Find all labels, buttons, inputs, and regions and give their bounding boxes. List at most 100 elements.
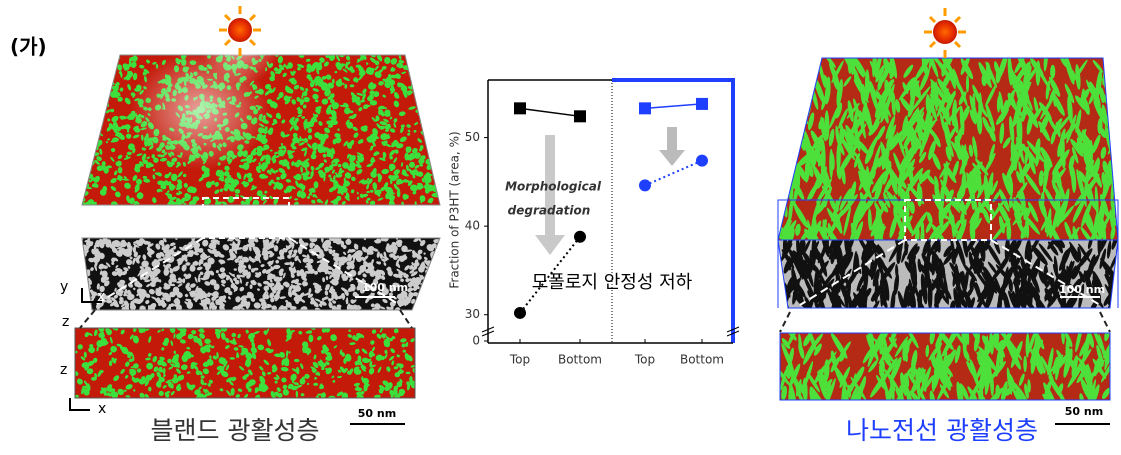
- domain: [429, 297, 437, 303]
- domain: [86, 54, 93, 58]
- domain: [425, 107, 431, 111]
- domain: [425, 69, 432, 76]
- domain: [796, 115, 801, 139]
- domain: [101, 95, 106, 101]
- domain: [784, 172, 789, 187]
- domain: [784, 131, 797, 162]
- domain: [434, 297, 442, 304]
- domain: [430, 266, 437, 271]
- marker: [514, 102, 526, 114]
- domain: [433, 103, 438, 108]
- domain: [90, 150, 93, 153]
- domain: [114, 59, 117, 62]
- y-tick-label: 30: [465, 307, 480, 321]
- domain: [88, 126, 94, 132]
- domain: [91, 152, 95, 157]
- domain: [424, 100, 431, 108]
- domain: [83, 136, 90, 142]
- domain: [301, 116, 305, 119]
- domain: [421, 302, 427, 305]
- domain: [416, 302, 420, 309]
- micrograph: [771, 45, 1121, 255]
- domain: [786, 102, 796, 121]
- domain: [426, 89, 430, 93]
- domain: [88, 77, 97, 86]
- domain: [89, 118, 94, 125]
- series-line: [645, 161, 702, 186]
- domain: [80, 80, 86, 86]
- domain: [438, 169, 445, 175]
- annotation: 모폴로지 안정성 저하: [532, 272, 693, 293]
- scale-label: 50 nm: [1065, 405, 1103, 418]
- domain: [793, 76, 798, 92]
- domain: [936, 288, 941, 304]
- domain: [409, 59, 415, 65]
- domain: [275, 72, 279, 74]
- domain: [424, 126, 430, 133]
- domain: [421, 120, 427, 126]
- domain: [89, 142, 93, 146]
- domain: [437, 308, 439, 311]
- domain: [435, 260, 440, 265]
- domain: [1108, 68, 1114, 100]
- domain: [110, 61, 116, 66]
- domain: [88, 91, 93, 96]
- domain: [87, 306, 90, 309]
- domain: [80, 265, 84, 268]
- domain: [782, 119, 787, 134]
- domain: [425, 107, 429, 112]
- domain: [439, 266, 443, 269]
- domain: [438, 264, 440, 268]
- domain: [428, 294, 436, 302]
- figure-label: (가): [10, 35, 47, 59]
- domain: [773, 91, 786, 117]
- domain: [95, 115, 100, 120]
- domain: [1113, 111, 1121, 132]
- domain: [429, 133, 432, 135]
- domain: [93, 79, 100, 86]
- domain: [79, 134, 83, 139]
- domain: [966, 75, 969, 92]
- domain: [112, 59, 118, 63]
- domain: [794, 99, 806, 124]
- domain: [322, 99, 328, 105]
- x-tick-label: Top: [634, 353, 655, 367]
- domain: [437, 84, 445, 92]
- domain: [93, 140, 98, 145]
- domain: [307, 265, 311, 271]
- marker: [574, 110, 586, 122]
- domain: [78, 146, 84, 150]
- domain: [95, 114, 102, 122]
- micrograph: [72, 324, 419, 402]
- domain: [427, 102, 433, 108]
- axis-letter: x: [98, 401, 106, 417]
- domain: [422, 60, 428, 66]
- marker: [639, 179, 651, 191]
- domain: [426, 279, 432, 285]
- x-tick-label: Bottom: [680, 353, 724, 367]
- domain: [788, 86, 792, 101]
- domain: [429, 148, 433, 151]
- domain: [82, 104, 90, 112]
- domain: [436, 294, 445, 303]
- domain: [425, 66, 433, 73]
- domain: [102, 83, 109, 89]
- domain: [416, 68, 422, 75]
- domain: [792, 59, 804, 75]
- domain: [92, 74, 95, 77]
- domain: [337, 305, 342, 309]
- domain: [1107, 76, 1119, 91]
- chart: 0304050TopBottomTopBottom: [465, 98, 724, 367]
- domain: [783, 86, 798, 106]
- domain: [428, 302, 437, 311]
- domain: [82, 61, 89, 68]
- sun-icon: [924, 8, 966, 58]
- domain: [776, 114, 783, 141]
- y-tick-label: 40: [465, 219, 480, 233]
- domain: [370, 100, 377, 105]
- domain: [779, 125, 793, 148]
- domain: [777, 132, 785, 149]
- domain: [427, 306, 434, 312]
- domain: [101, 92, 107, 98]
- domain: [92, 81, 98, 90]
